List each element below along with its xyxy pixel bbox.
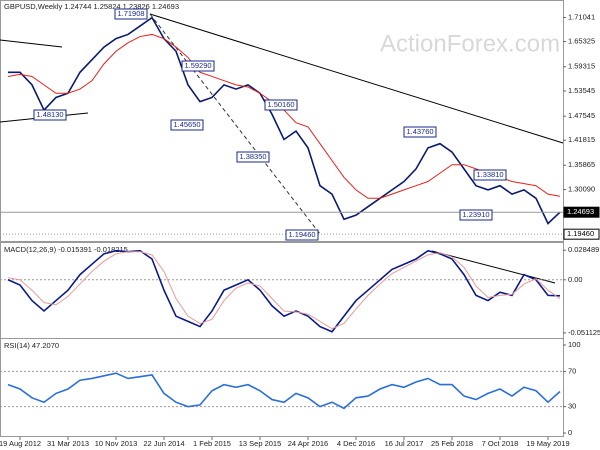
y-tick-label: 1.53545	[568, 86, 595, 95]
annotation-label: 1.33810	[476, 170, 503, 179]
series-line	[7, 251, 561, 330]
annotation-box	[403, 126, 437, 138]
y-tick-label: 0.00	[568, 275, 583, 284]
x-tick-label: 24 Apr 2016	[288, 439, 328, 448]
annotation-label: 1.19460	[288, 230, 315, 239]
x-tick-label: 10 Nov 2013	[95, 439, 138, 448]
y-tick-label: 0.028489	[568, 245, 599, 254]
x-tick-label: 31 Mar 2013	[47, 439, 89, 448]
price-marker-box	[563, 206, 600, 218]
y-tick-label: 1.71041	[568, 12, 595, 21]
annotation-label: 1.50160	[267, 100, 294, 109]
y-tick-label: 1.65325	[568, 36, 595, 45]
annotation-label: 1.45650	[173, 120, 200, 129]
macd-panel	[0, 242, 564, 339]
series-line	[8, 16, 561, 225]
x-tick-label: 19 May 2019	[526, 439, 569, 448]
watermark: ActionForex.com	[380, 30, 560, 57]
y-tick-label: -0.051125	[568, 328, 600, 337]
rsi-title: RSI(14) 47.2070	[4, 341, 59, 350]
annotation-box	[264, 99, 298, 111]
annotation-box	[473, 169, 507, 181]
annotation-label: 1.48130	[36, 110, 63, 119]
annotation-box	[170, 119, 204, 131]
x-tick-label: 1 Feb 2015	[193, 439, 231, 448]
rsi-panel	[0, 338, 564, 437]
macd-trend-line	[431, 250, 556, 284]
price-panel	[0, 0, 564, 242]
x-tick-label: 7 Oct 2018	[482, 439, 519, 448]
y-tick-label: 1.59315	[568, 62, 595, 71]
annotation-label: 1.43760	[406, 127, 433, 136]
annotation-label: 1.23910	[462, 210, 489, 219]
annotation-box	[459, 209, 493, 221]
annotation-label: 1.38350	[239, 152, 266, 161]
channel-line	[0, 39, 63, 48]
series-line	[7, 372, 561, 410]
annotation-box	[285, 229, 319, 241]
annotation-box	[114, 8, 148, 20]
macd-title: MACD(12,26,9) -0.015391 -0.018215	[4, 245, 128, 254]
annotation-label: 1.71908	[117, 9, 144, 18]
x-tick-label: 13 Sep 2015	[239, 439, 282, 448]
y-tick-label: 1.30090	[568, 185, 595, 194]
y-tick-label: 1.35865	[568, 160, 595, 169]
price-marker-label: 1.24693	[567, 207, 594, 216]
y-tick-label: 100	[568, 340, 581, 349]
x-tick-label: 25 Feb 2018	[431, 439, 473, 448]
y-tick-label: 70	[568, 366, 576, 375]
y-tick-label: 0	[568, 428, 572, 437]
annotation-box	[236, 151, 270, 163]
y-tick-label: 30	[568, 402, 576, 411]
x-tick-label: 22 Jun 2014	[143, 439, 184, 448]
x-tick-label: 16 Jul 2017	[385, 439, 424, 448]
y-tick-label: 1.47545	[568, 111, 595, 120]
annotation-label: 1.59290	[184, 61, 211, 70]
annotation-box	[33, 109, 67, 121]
price-marker-box	[563, 228, 600, 240]
annotation-box	[181, 60, 215, 72]
price-marker-label: 1.19460	[567, 229, 594, 238]
y-tick-label: 1.41815	[568, 135, 595, 144]
x-tick-label: 19 Aug 2012	[0, 439, 41, 448]
chart-title: GBPUSD,Weekly 1.24744 1.25824 1.23826 1.…	[4, 2, 179, 11]
series-line	[7, 249, 561, 333]
trend-line	[149, 13, 321, 235]
x-tick-label: 4 Dec 2016	[337, 439, 375, 448]
trend-line	[149, 13, 564, 144]
